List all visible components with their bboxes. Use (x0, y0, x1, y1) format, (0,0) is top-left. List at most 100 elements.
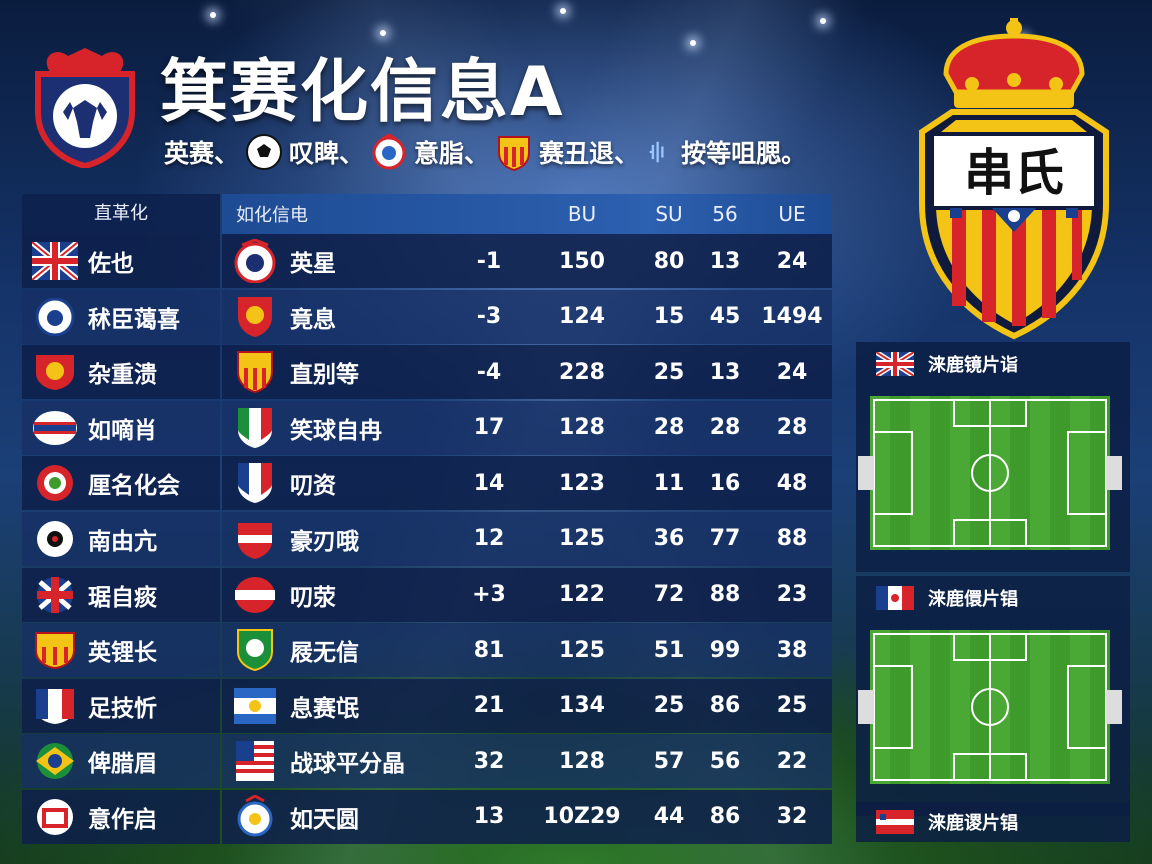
stat-col-4: 13 (709, 359, 741, 385)
stat-col-4: 99 (709, 637, 741, 663)
club-crest-icon (232, 295, 278, 339)
table-row[interactable]: 俾腊眉 战球平分晶 32 128 57 56 22 (22, 734, 832, 790)
stat-col-3: 25 (653, 693, 685, 719)
club-cell: 竟息 -3 124 15 45 1494 (222, 289, 832, 344)
stat-col-2: 10Z29 (543, 804, 621, 830)
team-cell: 英锂长 (22, 623, 220, 678)
crest-text: 串氏 (964, 144, 1064, 202)
stat-col-3: 15 (653, 304, 685, 330)
panel-header: 涞鹿镜片诣 (856, 342, 1130, 386)
stat-col-2: 134 (559, 693, 605, 719)
team-flag-icon (32, 464, 78, 502)
club-name: 竟息 (290, 306, 336, 333)
subtitle-text-2: 叹睥、 (289, 139, 365, 168)
team-flag-icon (32, 687, 78, 725)
stat-col-1: 81 (473, 637, 505, 663)
club-name: 叨资 (290, 473, 336, 500)
stat-col-1: -4 (476, 359, 502, 385)
stat-col-2: 122 (559, 582, 605, 608)
stat-col-5: 25 (776, 693, 808, 719)
stat-col-5: 88 (776, 526, 808, 552)
team-name: 英锂长 (88, 640, 157, 667)
table-row[interactable]: 英锂长 屐无信 81 125 51 99 38 (22, 623, 832, 679)
stat-col-3: 57 (653, 748, 685, 774)
stat-col-5: 24 (776, 248, 808, 274)
page-title: 箕赛化信息A (160, 53, 565, 132)
stat-col-3: 80 (653, 248, 685, 274)
stat-col-1: 17 (473, 415, 505, 441)
header-col-4: 56 (712, 202, 738, 226)
club-crest-icon (232, 684, 278, 728)
subtitle-text-4: 赛丑退、 (539, 139, 640, 168)
pitch-panel-3[interactable]: 涞鹿谡片锠 (856, 802, 1130, 842)
team-name: 佐也 (88, 251, 134, 277)
table-row[interactable]: 意作启 如天圆 13 10Z29 44 86 32 (22, 789, 832, 846)
subtitle: 英赛、 叹睥、 意脂、 赛丑退、 按等咀腮。 (164, 128, 806, 176)
table-row[interactable]: 佐也 英星 -1 150 80 13 24 (22, 234, 832, 290)
club-name: 如天圆 (290, 806, 359, 833)
club-crest-icon (232, 461, 278, 505)
stat-col-1: -3 (476, 304, 502, 330)
stat-col-3: 28 (653, 415, 685, 441)
panel-header: 涞鹿儇片锠 (856, 576, 1130, 620)
stat-col-2: 128 (559, 748, 605, 774)
stat-col-3: 25 (653, 359, 685, 385)
stat-col-4: 56 (709, 748, 741, 774)
team-cell: 俾腊眉 (22, 734, 220, 789)
stat-col-1: 21 (473, 693, 505, 719)
club-name: 叨荥 (290, 584, 336, 611)
club-cell: 英星 -1 150 80 13 24 (222, 234, 832, 288)
stat-col-4: 16 (709, 470, 741, 496)
stat-col-4: 88 (709, 582, 741, 608)
uk-flag-icon (876, 352, 914, 376)
club-crest-icon (232, 573, 278, 617)
stat-col-1: +3 (472, 582, 506, 608)
table-row[interactable]: 如嘀肖 笑球自冉 17 128 28 28 28 (22, 400, 832, 457)
club-crest-icon (232, 739, 278, 783)
stat-col-1: 32 (473, 748, 505, 774)
stat-col-3: 11 (653, 470, 685, 496)
club-cell: 屐无信 81 125 51 99 38 (222, 623, 832, 678)
team-name: 琚自痰 (88, 584, 157, 611)
team-name: 俾腊眉 (88, 751, 157, 778)
stat-col-4: 13 (709, 248, 741, 274)
stat-col-2: 125 (559, 637, 605, 663)
header-col-5: UE (778, 202, 806, 226)
table-row[interactable]: 南由亢 豪刃哦 12 125 36 77 88 (22, 511, 832, 568)
header-club-group: 如化信电 BU SU 56 UE (222, 194, 832, 234)
team-name: 意作启 (88, 806, 157, 833)
team-flag-icon (32, 631, 78, 670)
stat-col-4: 86 (709, 693, 741, 719)
club-cell: 笑球自冉 17 128 28 28 28 (222, 400, 832, 455)
stat-col-5: 24 (776, 359, 808, 385)
team-cell: 南由亢 (22, 511, 220, 566)
standings-table: 直革化 如化信电 BU SU 56 UE 佐也 英星 -1 150 80 13 … (22, 194, 832, 844)
subtitle-text-3: 意脂、 (414, 139, 490, 168)
club-name: 屐无信 (290, 640, 359, 667)
club-name: 豪刃哦 (290, 528, 359, 555)
table-row[interactable]: 足技忻 息赛氓 21 134 25 86 25 (22, 678, 832, 735)
club-name: 战球平分晶 (290, 751, 405, 778)
club-cell: 息赛氓 21 134 25 86 25 (222, 678, 832, 733)
team-name: 南由亢 (88, 528, 157, 555)
stat-col-2: 150 (559, 248, 605, 274)
table-row[interactable]: 秫臣蔼喜 竟息 -3 124 15 45 1494 (22, 289, 832, 346)
stat-col-4: 45 (709, 304, 741, 330)
team-name: 如嘀肖 (88, 417, 157, 444)
team-flag-icon (32, 798, 78, 836)
team-cell: 佐也 (22, 234, 220, 288)
table-row[interactable]: 杂重溃 直别等 -4 228 25 13 24 (22, 345, 832, 401)
stat-col-2: 125 (559, 526, 605, 552)
table-row[interactable]: 琚自痰 叨荥 +3 122 72 88 23 (22, 567, 832, 624)
header-club: 如化信电 (236, 205, 308, 226)
team-flag-icon (32, 297, 78, 337)
table-row[interactable]: 厘名化会 叨资 14 123 11 16 48 (22, 456, 832, 512)
panel-label: 涞鹿儇片锠 (928, 589, 1018, 610)
team-cell: 如嘀肖 (22, 400, 220, 455)
stat-col-5: 28 (776, 415, 808, 441)
league-logo-icon (35, 48, 135, 168)
stat-col-2: 123 (559, 470, 605, 496)
stat-col-5: 23 (776, 582, 808, 608)
team-cell: 意作启 (22, 789, 220, 844)
team-flag-icon (30, 239, 80, 283)
